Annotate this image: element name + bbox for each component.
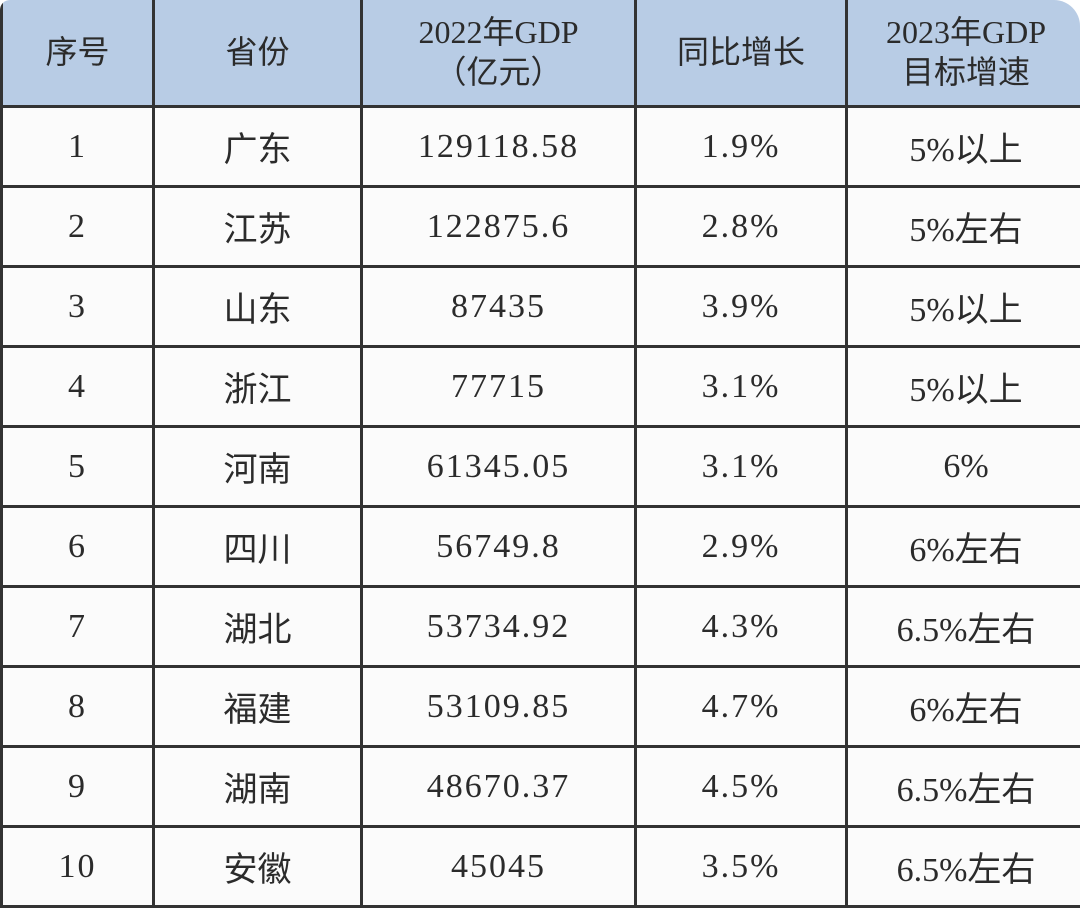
cell-gdp: 61345.05 [360, 425, 637, 508]
cell-index: 7 [0, 585, 155, 668]
col-header-yoy-growth: 同比增长 [634, 0, 848, 108]
table-row: 7 湖北 53734.92 4.3% 6.5%左右 [0, 585, 1080, 668]
cell-index: 6 [0, 505, 155, 588]
table-row: 5 河南 61345.05 3.1% 6% [0, 425, 1080, 508]
cell-index: 5 [0, 425, 155, 508]
cell-gdp: 129118.58 [360, 105, 637, 188]
cell-yoy-growth: 2.8% [634, 185, 848, 268]
col-header-gdp-2022: 2022年GDP （亿元） [360, 0, 637, 108]
cell-gdp: 77715 [360, 345, 637, 428]
cell-gdp: 48670.37 [360, 745, 637, 828]
cell-gdp: 53109.85 [360, 665, 637, 748]
cell-province: 河南 [152, 425, 363, 508]
cell-yoy-growth: 1.9% [634, 105, 848, 188]
table-row: 1 广东 129118.58 1.9% 5%以上 [0, 105, 1080, 188]
col-header-target-2023-label-line1: 2023年GDP [885, 14, 1047, 50]
cell-gdp: 53734.92 [360, 585, 637, 668]
cell-target: 6% [845, 425, 1080, 508]
cell-province: 广东 [152, 105, 363, 188]
cell-province: 湖南 [152, 745, 363, 828]
cell-index: 4 [0, 345, 155, 428]
table-row: 9 湖南 48670.37 4.5% 6.5%左右 [0, 745, 1080, 828]
col-header-target-2023: 2023年GDP 目标增速 [845, 0, 1080, 108]
table-row: 2 江苏 122875.6 2.8% 5%左右 [0, 185, 1080, 268]
cell-province: 山东 [152, 265, 363, 348]
cell-yoy-growth: 4.3% [634, 585, 848, 668]
table-row: 10 安徽 45045 3.5% 6.5%左右 [0, 825, 1080, 908]
cell-target: 5%左右 [845, 185, 1080, 268]
cell-index: 2 [0, 185, 155, 268]
cell-yoy-growth: 3.9% [634, 265, 848, 348]
table-row: 8 福建 53109.85 4.7% 6%左右 [0, 665, 1080, 748]
cell-target: 6.5%左右 [845, 745, 1080, 828]
table-header-row: 序号 省份 2022年GDP （亿元） 同比增长 2023年GDP 目 [0, 0, 1080, 108]
cell-target: 6%左右 [845, 505, 1080, 588]
col-header-index: 序号 [0, 0, 155, 108]
cell-gdp: 45045 [360, 825, 637, 908]
cell-target: 6.5%左右 [845, 825, 1080, 908]
cell-yoy-growth: 3.5% [634, 825, 848, 908]
cell-gdp: 56749.8 [360, 505, 637, 588]
cell-index: 10 [0, 825, 155, 908]
cell-province: 安徽 [152, 825, 363, 908]
cell-yoy-growth: 3.1% [634, 425, 848, 508]
col-header-province-label: 省份 [225, 34, 290, 70]
table-row: 4 浙江 77715 3.1% 5%以上 [0, 345, 1080, 428]
cell-province: 江苏 [152, 185, 363, 268]
cell-target: 5%以上 [845, 105, 1080, 188]
col-header-yoy-growth-label: 同比增长 [676, 34, 805, 70]
cell-gdp: 87435 [360, 265, 637, 348]
col-header-gdp-2022-label-line1: 2022年GDP [418, 14, 579, 50]
cell-province: 湖北 [152, 585, 363, 668]
cell-index: 1 [0, 105, 155, 188]
cell-index: 9 [0, 745, 155, 828]
col-header-index-label: 序号 [45, 34, 110, 70]
table-row: 6 四川 56749.8 2.9% 6%左右 [0, 505, 1080, 588]
cell-yoy-growth: 3.1% [634, 345, 848, 428]
col-header-gdp-2022-label-line2: （亿元） [434, 54, 563, 90]
cell-target: 5%以上 [845, 265, 1080, 348]
cell-gdp: 122875.6 [360, 185, 637, 268]
cell-target: 6%左右 [845, 665, 1080, 748]
cell-target: 6.5%左右 [845, 585, 1080, 668]
cell-index: 3 [0, 265, 155, 348]
cell-province: 浙江 [152, 345, 363, 428]
cell-yoy-growth: 4.7% [634, 665, 848, 748]
table-row: 3 山东 87435 3.9% 5%以上 [0, 265, 1080, 348]
cell-target: 5%以上 [845, 345, 1080, 428]
col-header-province: 省份 [152, 0, 363, 108]
cell-province: 福建 [152, 665, 363, 748]
cell-province: 四川 [152, 505, 363, 588]
cell-yoy-growth: 4.5% [634, 745, 848, 828]
cell-yoy-growth: 2.9% [634, 505, 848, 588]
col-header-target-2023-label-line2: 目标增速 [901, 54, 1030, 90]
cell-index: 8 [0, 665, 155, 748]
